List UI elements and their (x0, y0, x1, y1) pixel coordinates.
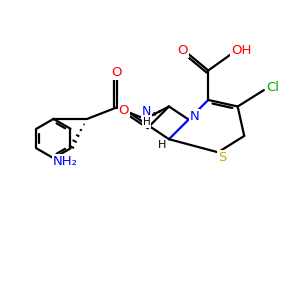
Text: OH: OH (231, 44, 251, 57)
Text: O: O (178, 44, 188, 57)
Text: Cl: Cl (266, 81, 280, 94)
Text: NH₂: NH₂ (53, 155, 78, 168)
Text: N: N (190, 110, 200, 124)
Text: O: O (118, 104, 129, 117)
Text: H: H (158, 140, 166, 150)
Text: O: O (111, 66, 122, 79)
Text: S: S (218, 151, 226, 164)
Text: N: N (142, 105, 152, 118)
Text: H: H (143, 117, 151, 127)
